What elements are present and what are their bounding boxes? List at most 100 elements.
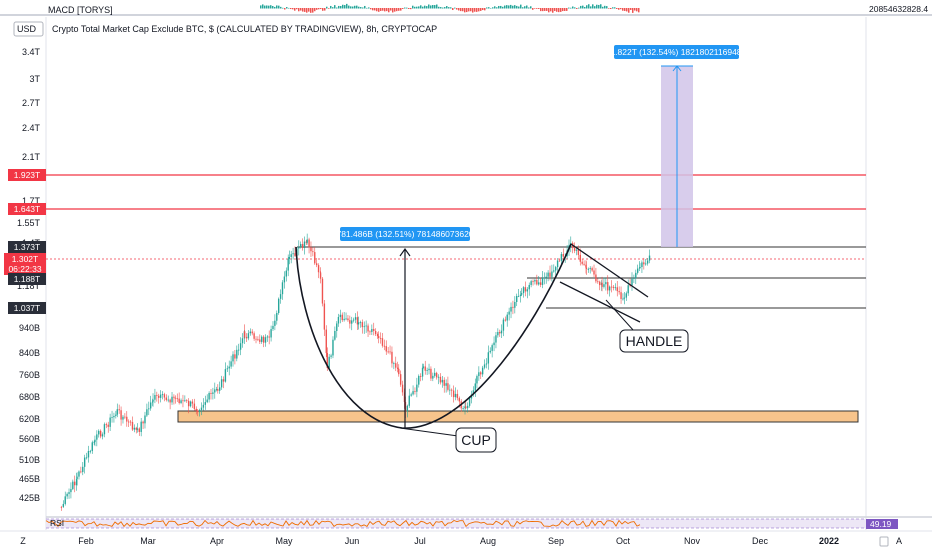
- time-axis[interactable]: Feb Mar Apr May Jun Jul Aug Sep Oct Nov …: [0, 530, 932, 547]
- macd-bar: [572, 6, 574, 9]
- handle-label-box: [619, 329, 689, 353]
- time-tick: Nov: [684, 536, 701, 546]
- candle: [220, 379, 223, 388]
- macd-bar: [268, 5, 270, 9]
- candle: [174, 397, 177, 399]
- candle: [253, 333, 255, 339]
- candle: [136, 428, 139, 430]
- candle: [495, 335, 497, 343]
- macd-bar: [374, 8, 376, 11]
- price-tick: 680B: [19, 392, 40, 402]
- candle: [210, 392, 212, 394]
- candle: [115, 414, 117, 416]
- handle-upper-line[interactable]: [570, 243, 649, 298]
- candle: [261, 336, 263, 342]
- candle: [317, 265, 320, 273]
- candle: [439, 376, 442, 383]
- macd-bar: [614, 7, 616, 9]
- candle: [131, 422, 134, 430]
- macd-bar: [404, 7, 406, 9]
- candle: [428, 368, 430, 371]
- macd-bar: [448, 7, 450, 9]
- macd-bar: [288, 7, 290, 9]
- macd-bar: [484, 8, 486, 11]
- candle: [519, 294, 522, 296]
- candle: [341, 314, 343, 321]
- macd-bar: [500, 5, 502, 9]
- candle: [478, 372, 480, 377]
- candle: [595, 274, 597, 282]
- handle-callout[interactable]: HANDLE: [605, 299, 689, 353]
- candle: [294, 253, 296, 257]
- macd-bar: [536, 8, 538, 9]
- candle: [152, 399, 154, 402]
- candle: [447, 383, 449, 390]
- candle: [522, 287, 525, 294]
- candle: [351, 320, 353, 324]
- candle: [339, 314, 342, 318]
- cup-label: CUP: [461, 432, 491, 448]
- candle: [506, 314, 508, 321]
- candle: [270, 329, 272, 338]
- macd-bar: [428, 4, 430, 9]
- candle: [354, 317, 357, 320]
- currency-label[interactable]: USD: [17, 24, 37, 34]
- candle: [377, 336, 380, 338]
- candle: [285, 270, 287, 277]
- macd-bar: [638, 8, 640, 13]
- price-projection[interactable]: 1.822T (132.54%) 1821802116948: [610, 45, 742, 247]
- candle: [323, 303, 326, 330]
- candle: [365, 325, 367, 327]
- candle: [214, 389, 216, 393]
- macd-bar: [488, 7, 490, 9]
- horizontal-levels[interactable]: [46, 174, 866, 309]
- currency-box[interactable]: [13, 21, 44, 37]
- macd-bar: [342, 4, 344, 9]
- candle: [148, 408, 150, 410]
- candle: [454, 393, 457, 398]
- candle: [363, 326, 365, 328]
- candle: [68, 492, 70, 494]
- handle-lower-line[interactable]: [559, 281, 641, 323]
- macd-bar: [412, 5, 414, 9]
- rsi-line: [45, 519, 641, 528]
- candle: [142, 421, 144, 424]
- candle: [549, 272, 551, 277]
- macd-bar: [526, 5, 528, 9]
- candle: [228, 366, 230, 369]
- candle: [208, 392, 210, 400]
- macd-bar: [452, 8, 454, 11]
- cup-curve[interactable]: [295, 243, 572, 429]
- rsi-band: [46, 519, 866, 528]
- support-zone-box[interactable]: [177, 410, 859, 423]
- cup-callout[interactable]: CUP: [399, 427, 497, 453]
- macd-bar: [362, 7, 364, 9]
- macd-bar: [420, 5, 422, 9]
- macd-bar: [300, 8, 302, 11]
- macd-bar: [504, 5, 506, 9]
- candle: [585, 264, 587, 268]
- zoom-button[interactable]: Z: [20, 536, 26, 546]
- candle: [184, 400, 186, 402]
- price-tags: 1.923T 1.643T 1.373T 1.302T 06:22:33 1.1…: [4, 169, 46, 314]
- candle: [434, 372, 436, 376]
- candle: [410, 394, 412, 396]
- candle: [356, 317, 359, 325]
- candle: [443, 379, 445, 386]
- candle: [182, 400, 184, 402]
- rsi-panel[interactable]: RSI 49.19: [45, 516, 932, 529]
- cup-depth-measure[interactable]: 781.486B (132.51%) 781486073620: [336, 227, 474, 428]
- tag-countdown-text: 06:22:33: [8, 264, 41, 274]
- price-tick: 940B: [19, 323, 40, 333]
- settings-icon[interactable]: [879, 536, 889, 547]
- candlestick-series: [60, 233, 651, 511]
- candle: [113, 415, 115, 418]
- macd-bar: [306, 8, 308, 13]
- candle: [62, 503, 65, 507]
- macd-bar: [486, 7, 488, 9]
- macd-bar: [622, 8, 624, 11]
- candle: [176, 398, 178, 400]
- auto-scale-button[interactable]: A: [896, 536, 902, 546]
- candle: [528, 284, 530, 290]
